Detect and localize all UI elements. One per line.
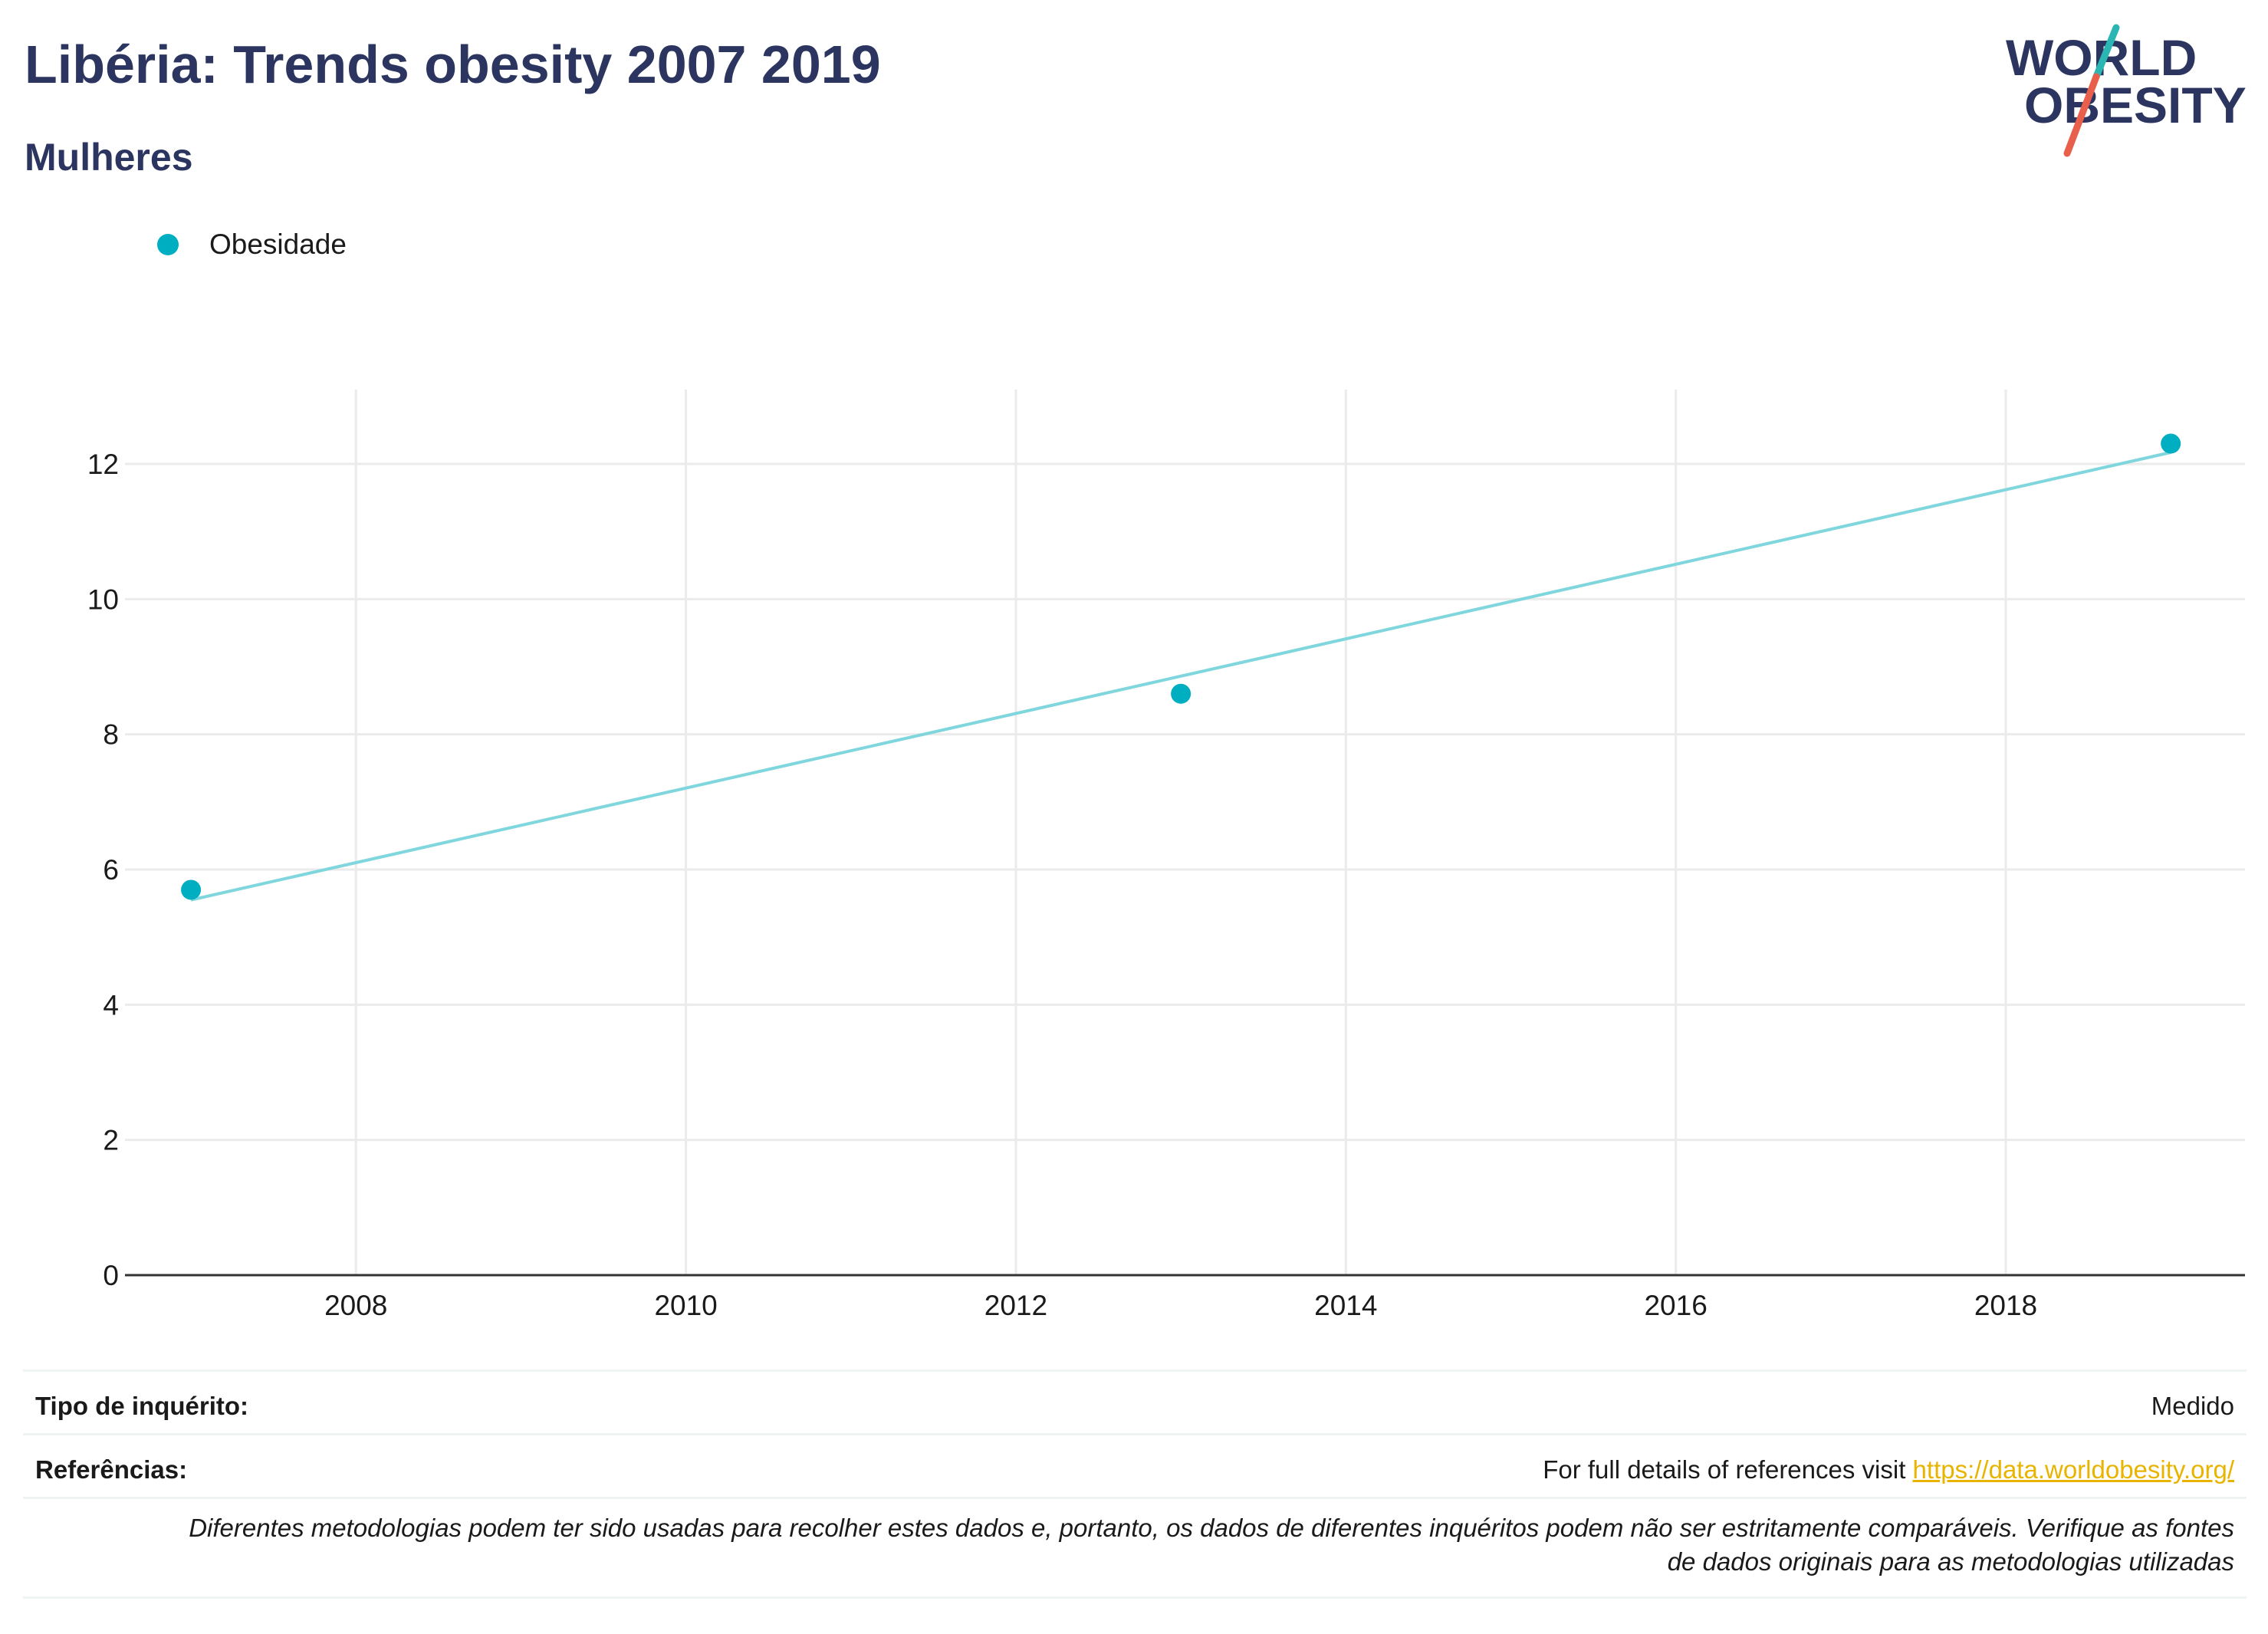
x-tick-label-2014: 2014 — [1314, 1290, 1377, 1321]
references-value: For full details of references visit htt… — [1543, 1455, 2234, 1484]
references-label: Referências: — [35, 1455, 188, 1484]
x-tick-label-2008: 2008 — [324, 1290, 387, 1321]
y-tick-label-12: 12 — [87, 449, 119, 480]
logo-slash-top — [2092, 24, 2120, 81]
world-obesity-logo: WORLD OBESITY — [2006, 24, 2247, 157]
x-tick-label-2016: 2016 — [1644, 1290, 1707, 1321]
data-point-2007 — [181, 879, 202, 900]
legend-marker-obesidade — [157, 234, 179, 255]
methodology-note-line-2: de dados originais para as metodologias … — [1667, 1547, 2234, 1576]
methodology-note: Diferentes metodologias podem ter sido u… — [41, 1511, 2234, 1579]
x-tick-label-2012: 2012 — [984, 1290, 1047, 1321]
survey-type-row: Tipo de inquérito: Medido — [23, 1369, 2247, 1435]
data-point-2019 — [2161, 433, 2181, 454]
obesity-trend-chart: 0 2 4 6 8 10 12 2008 2010 2012 2014 2016 2018 — [87, 390, 2245, 1321]
chart-legend: Obesidade — [157, 228, 347, 261]
methodology-note-row: Diferentes metodologias podem ter sido u… — [23, 1497, 2247, 1599]
survey-type-label: Tipo de inquérito: — [35, 1392, 249, 1420]
y-tick-label-4: 4 — [103, 989, 119, 1021]
survey-type-value: Medido — [2151, 1392, 2234, 1420]
data-point-2013 — [1171, 683, 1192, 704]
references-link[interactable]: https://data.worldobesity.org/ — [1912, 1455, 2234, 1484]
logo-slash-bottom — [2063, 73, 2100, 157]
page-title: Libéria: Trends obesity 2007 2019 — [25, 35, 881, 94]
x-tick-label-2018: 2018 — [1974, 1290, 2037, 1321]
x-tick-label-2010: 2010 — [654, 1290, 717, 1321]
y-tick-label-0: 0 — [103, 1260, 119, 1291]
legend-label-obesidade: Obesidade — [209, 228, 347, 260]
trend-line — [190, 451, 2171, 902]
info-table: Tipo de inquérito: Medido Referências: F… — [23, 1369, 2247, 1599]
references-text: For full details of references visit — [1543, 1455, 1913, 1484]
y-tick-label-2: 2 — [103, 1125, 119, 1156]
y-tick-label-6: 6 — [103, 854, 119, 886]
methodology-note-line-1: Diferentes metodologias podem ter sido u… — [189, 1514, 2234, 1542]
references-row: Referências: For full details of referen… — [23, 1433, 2247, 1499]
y-tick-label-10: 10 — [87, 584, 119, 615]
page-subtitle: Mulheres — [25, 136, 193, 179]
logo-text-obesity: OBESITY — [2024, 77, 2247, 133]
y-tick-label-8: 8 — [103, 719, 119, 751]
